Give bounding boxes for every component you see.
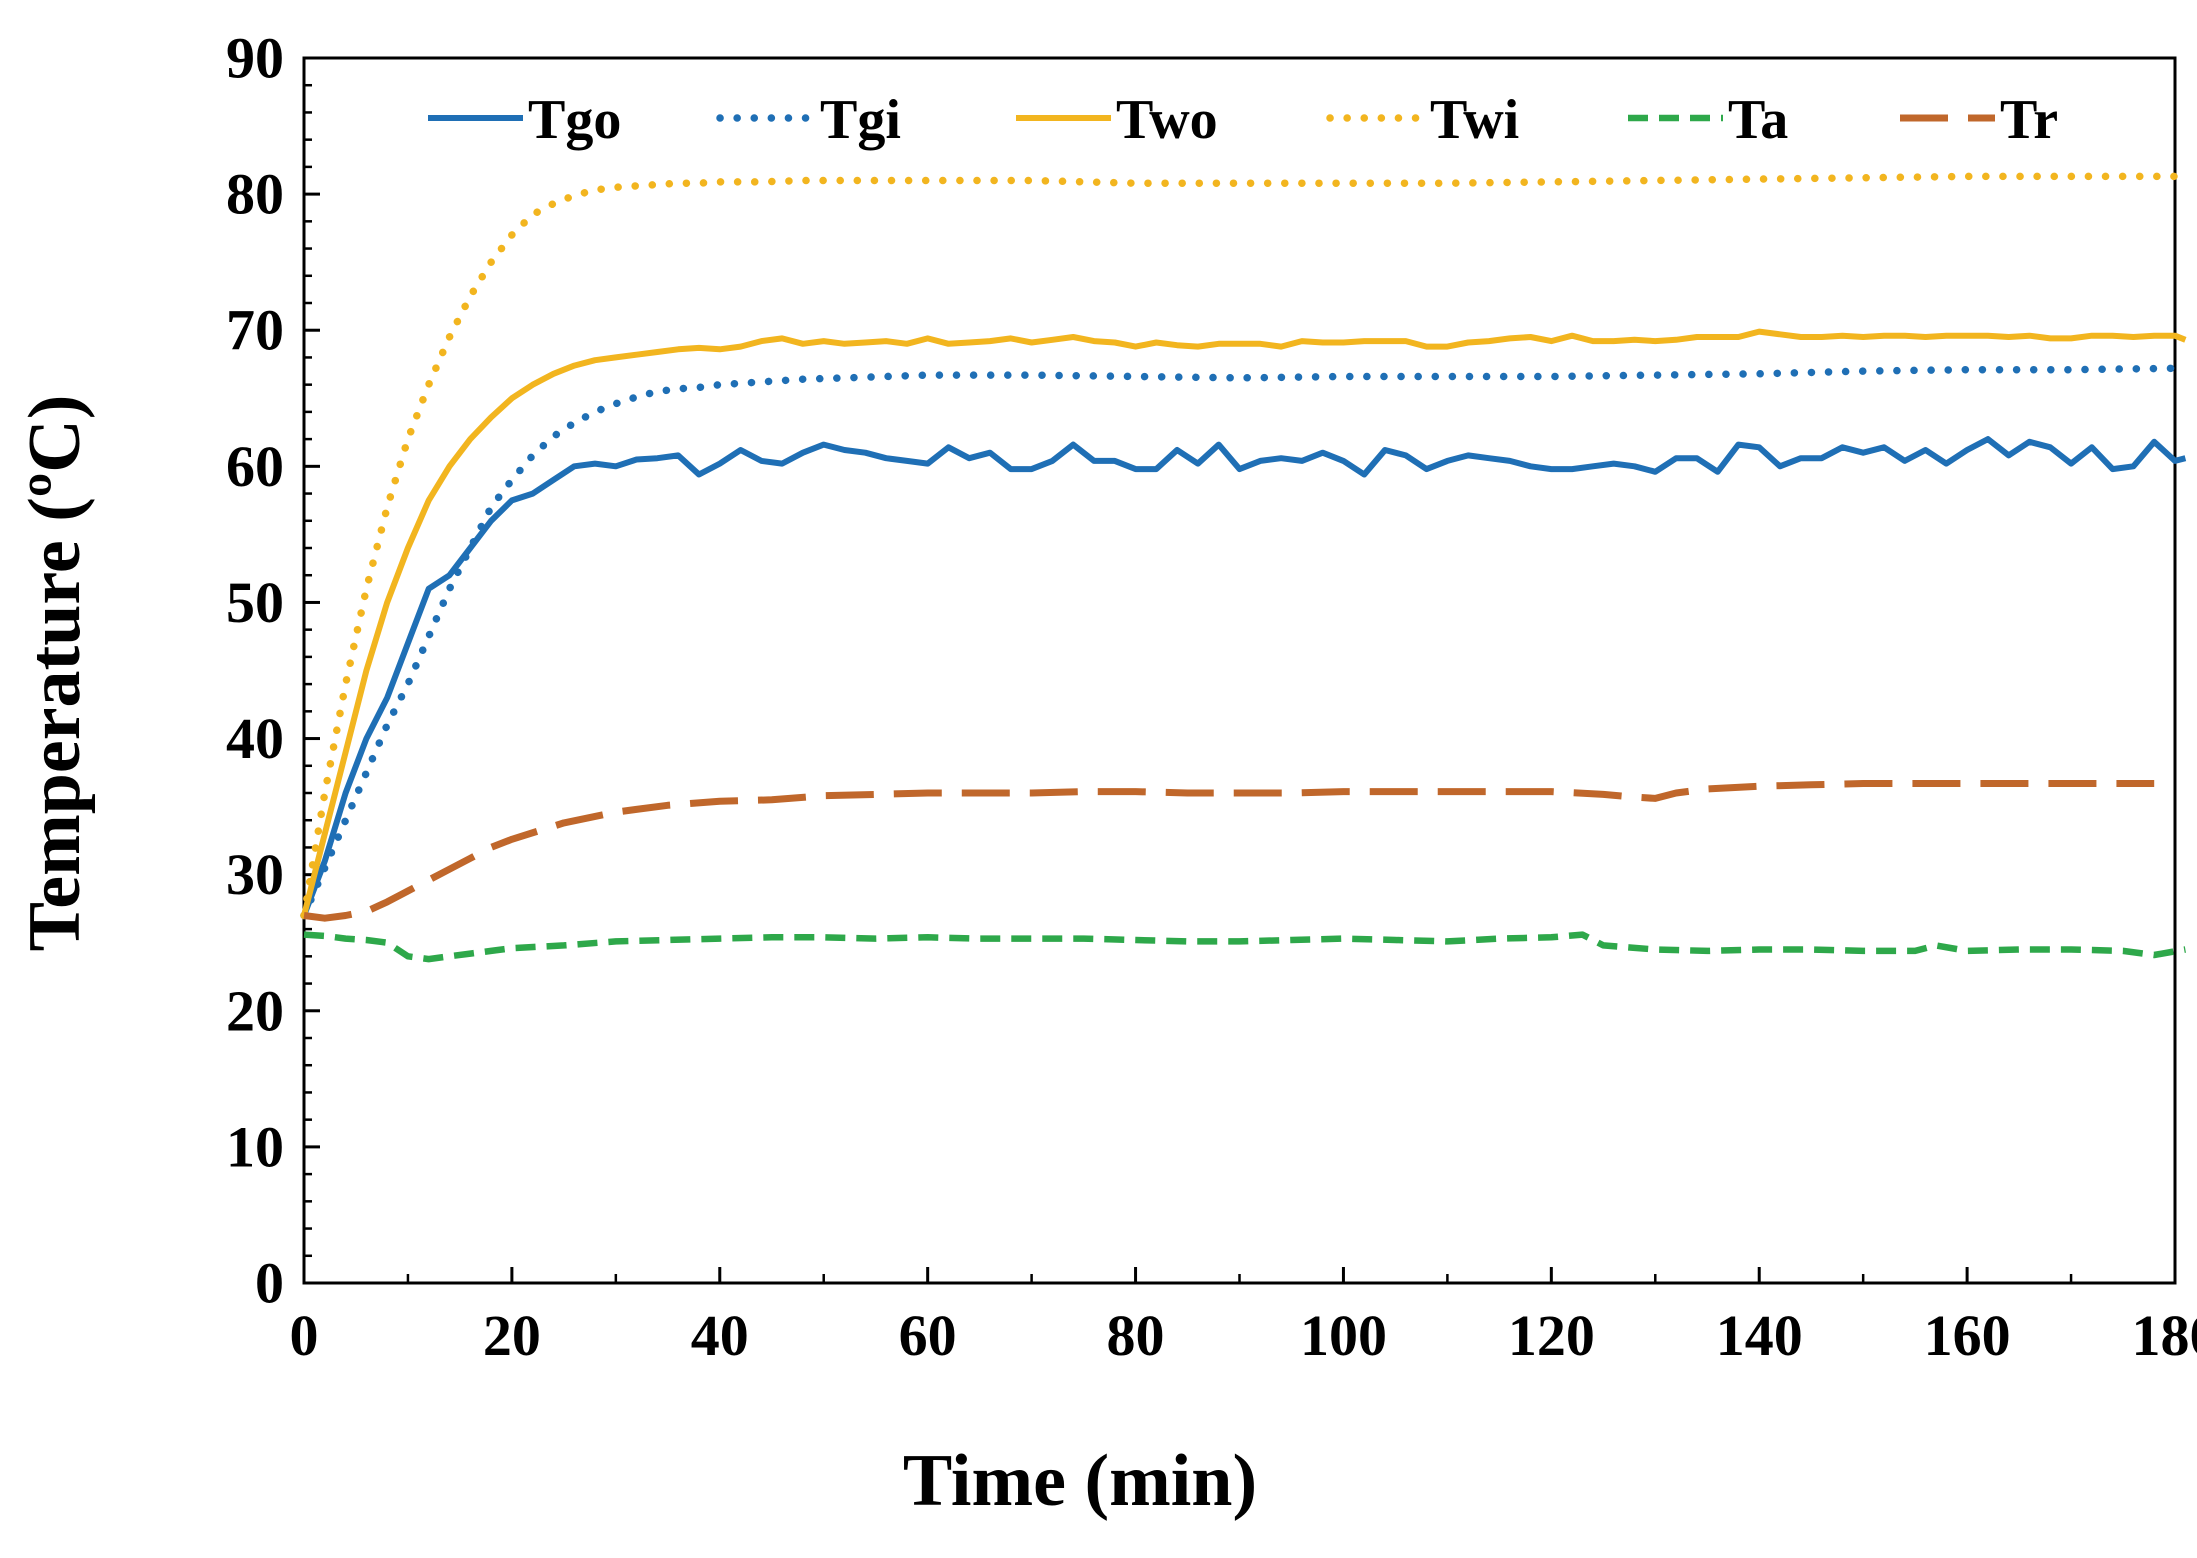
x-tick-label-100: 100 [1300, 1303, 1387, 1368]
legend-label-two: Two [1116, 89, 1218, 151]
y-tick-label-0: 0 [255, 1251, 284, 1316]
plot-frame [302, 56, 2177, 1285]
y-tick-label-10: 10 [226, 1114, 284, 1179]
series-line-ta [303, 931, 2186, 963]
x-tick-label-20: 20 [483, 1303, 541, 1368]
y-tick-label-90: 90 [226, 26, 284, 91]
x-tick-label-40: 40 [691, 1303, 749, 1368]
y-axis-title: Temperature (ºC) [14, 395, 96, 952]
plot-area: 0 10 20 30 40 50 60 70 80 90 0 20 40 60 80 100 120 140 160… [226, 26, 2197, 1369]
legend: Tgo Tgi Two Twi Ta Tr [428, 89, 2058, 151]
x-tick-label-60: 60 [899, 1303, 957, 1368]
legend-label-tgi: Tgi [820, 89, 901, 151]
y-tick-label-20: 20 [226, 978, 284, 1043]
series-line-tgo [301, 436, 2187, 917]
x-tick-label-80: 80 [1107, 1303, 1165, 1368]
legend-label-tr: Tr [2000, 89, 2058, 151]
y-tick-label-40: 40 [226, 706, 284, 771]
series-line-two [301, 328, 2187, 917]
y-tick-label-70: 70 [226, 298, 284, 363]
x-tick-label-180: 180 [2132, 1303, 2197, 1368]
y-tick-label-50: 50 [226, 570, 284, 635]
series-line-tr [303, 780, 2155, 922]
y-tick-label-30: 30 [226, 842, 284, 907]
y-tick-label-80: 80 [226, 162, 284, 227]
series-line-tgi [300, 364, 2179, 920]
x-tick-label-120: 120 [1508, 1303, 1595, 1368]
legend-label-ta: Ta [1728, 89, 1788, 151]
series-line-twi [300, 172, 2179, 920]
x-tick-label-160: 160 [1924, 1303, 2011, 1368]
legend-label-twi: Twi [1430, 89, 1519, 151]
x-axis-title: Time (min) [903, 1440, 1257, 1522]
x-tick-label-140: 140 [1716, 1303, 1803, 1368]
legend-label-tgo: Tgo [528, 89, 621, 151]
x-tick-label-0: 0 [290, 1303, 319, 1368]
y-tick-label-60: 60 [226, 434, 284, 499]
